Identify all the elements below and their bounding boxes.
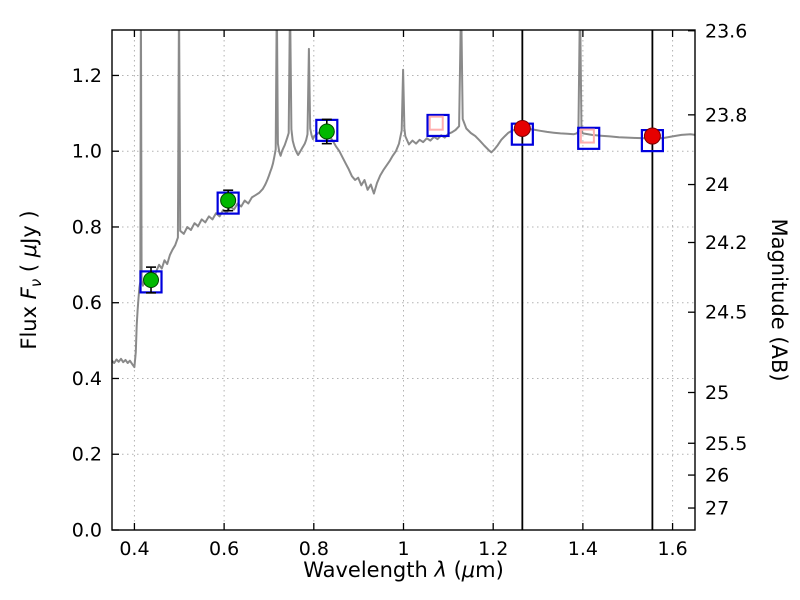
flux-tick-label: 0.8: [72, 216, 102, 238]
x-tick-label: 1.6: [657, 538, 687, 560]
magnitude-tick-label: 24: [705, 174, 729, 196]
magnitude-tick-label: 25.5: [705, 433, 747, 455]
observed-photometry-green-marker: [318, 123, 335, 140]
magnitude-tick-label: 25: [705, 382, 729, 404]
magnitude-tick-label: 24.5: [705, 302, 747, 324]
y-right-tick-labels: 23.6 23.8 24 24.2 24.5 25 25.5 26 27: [705, 20, 747, 519]
x-tick-labels: 0.4 0.6 0.8 1 1.2 1.4 1.6: [119, 538, 687, 560]
magnitude-tick-label: 24.2: [705, 232, 747, 254]
flux-tick-label: 0.0: [72, 520, 102, 542]
y-axis-label-flux: Flux Fν ( μJy ): [17, 210, 45, 349]
x-tick-label: 0.8: [299, 538, 329, 560]
x-tick-label: 1.4: [568, 538, 598, 560]
ir-photometry-red: [513, 119, 661, 145]
y-axis-label-magnitude: Magnitude (AB): [767, 218, 791, 381]
x-axis-label: Wavelength λ (μm): [303, 558, 504, 582]
grid-lines: [112, 30, 695, 531]
x-tick-label: 1: [397, 538, 409, 560]
flux-tick-label: 0.2: [72, 444, 102, 466]
magnitude-tick-label: 26: [705, 465, 729, 487]
x-tick-label: 0.6: [209, 538, 239, 560]
alt-photometry-squares-marker: [579, 128, 595, 144]
alt-photometry-squares-marker: [428, 115, 444, 131]
observed-photometry-green-marker: [143, 272, 160, 288]
flux-tick-label: 1.0: [72, 141, 102, 163]
y-left-tick-labels: 0.0 0.2 0.4 0.6 0.8 1.0 1.2: [72, 65, 102, 542]
model-photometry-squares-marker: [426, 113, 450, 138]
ir-photometry-red-marker: [513, 119, 531, 137]
magnitude-tick-label: 23.8: [705, 104, 747, 126]
flux-tick-label: 0.6: [72, 292, 102, 314]
x-tick-label: 0.4: [119, 538, 149, 560]
alt-photometry-squares: [428, 115, 595, 144]
magnitude-tick-label: 23.6: [705, 20, 747, 42]
tick-marks: [112, 30, 695, 531]
flux-tick-label: 0.4: [72, 368, 102, 390]
observed-photometry-green-marker: [220, 192, 237, 209]
ir-photometry-red-marker: [643, 127, 661, 145]
filter-vertical-lines: [521, 30, 654, 530]
x-tick-label: 1.2: [478, 538, 508, 560]
magnitude-tick-label: 27: [705, 498, 729, 520]
model-spectrum-line: [112, 30, 695, 369]
flux-tick-label: 1.2: [72, 65, 102, 87]
model-photometry-squares-marker: [577, 126, 601, 150]
observed-photometry-green: [143, 118, 335, 294]
